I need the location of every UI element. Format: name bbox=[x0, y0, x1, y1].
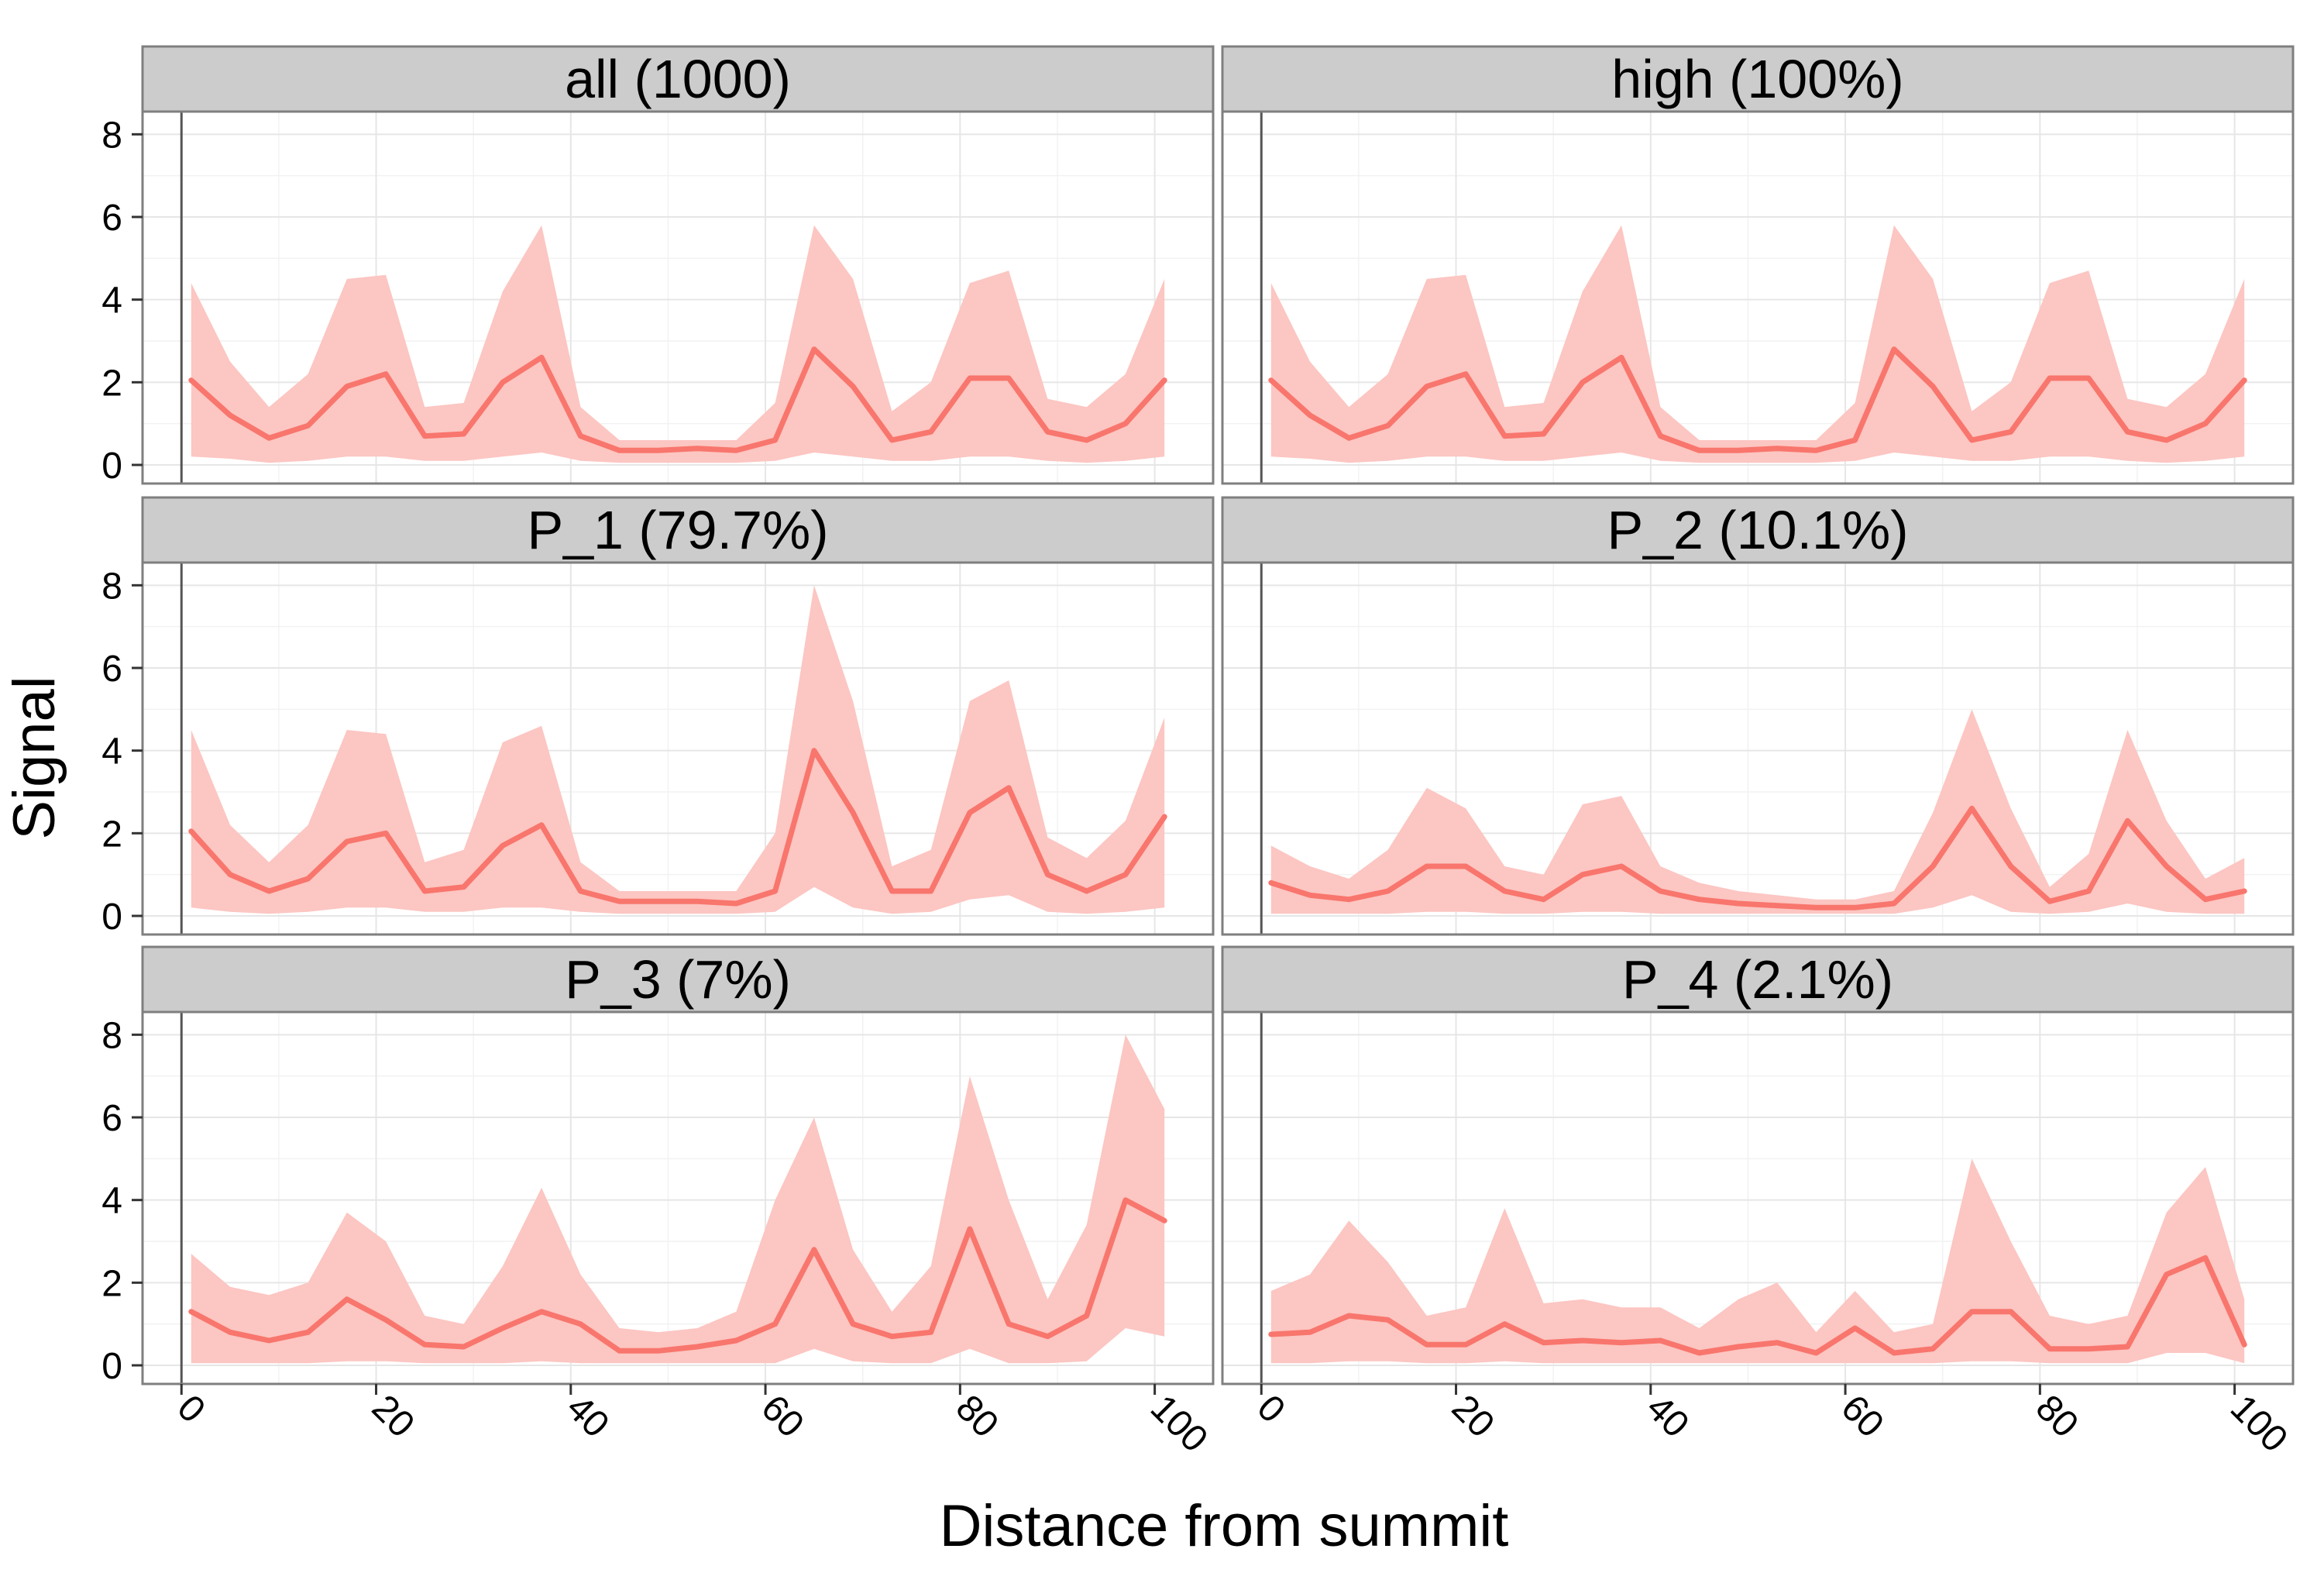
facet-title: P_4 (2.1%) bbox=[1622, 949, 1893, 1010]
x-tick-label: 0 bbox=[169, 1387, 212, 1430]
facet-strip bbox=[1221, 945, 2295, 1014]
y-tick-label: 0 bbox=[101, 1346, 122, 1387]
y-tick-label: 6 bbox=[101, 649, 122, 690]
y-tick-label: 2 bbox=[101, 1263, 122, 1304]
x-tick-label: 0 bbox=[1249, 1387, 1292, 1430]
panel-border bbox=[141, 1010, 1215, 1385]
facet-title: all (1000) bbox=[565, 49, 791, 109]
panel-border bbox=[141, 561, 1215, 936]
y-tick-label: 6 bbox=[101, 198, 122, 239]
y-tick-label: 4 bbox=[101, 731, 122, 773]
facet-panel: P_4 (2.1%) bbox=[1221, 945, 2295, 1385]
y-axis-title: Signal bbox=[2, 676, 67, 839]
panel-border bbox=[1221, 1010, 2295, 1385]
y-tick-label: 8 bbox=[101, 566, 122, 607]
signal-mean-line bbox=[188, 346, 1167, 453]
x-tick-label: 20 bbox=[1444, 1387, 1502, 1445]
y-tick-label: 0 bbox=[101, 446, 122, 487]
facet-panel: P_2 (10.1%) bbox=[1221, 496, 2295, 936]
facet-strip bbox=[141, 45, 1215, 113]
panels-layer: all (1000) high (100%) P_1 (79.7%) P_2 (10.… bbox=[141, 45, 2295, 1385]
x-tick-label: 40 bbox=[1638, 1387, 1697, 1445]
signal-band bbox=[1270, 225, 2245, 463]
x-tick-label: 60 bbox=[1833, 1387, 1891, 1445]
x-tick-label: 40 bbox=[559, 1387, 617, 1445]
y-tick-label: 8 bbox=[101, 115, 122, 156]
panel-border bbox=[1221, 561, 2295, 936]
signal-band bbox=[1270, 709, 2245, 914]
signal-band bbox=[191, 225, 1165, 463]
facet-strip bbox=[1221, 496, 2295, 564]
signal-mean-line bbox=[188, 1197, 1167, 1354]
facet-title: P_1 (79.7%) bbox=[527, 500, 828, 560]
facet-panel: P_3 (7%) bbox=[141, 945, 1215, 1385]
x-tick-label: 100 bbox=[1143, 1387, 1215, 1460]
panel-border bbox=[1221, 110, 2295, 485]
signal-mean-line bbox=[1268, 805, 2247, 910]
facet-strip bbox=[1221, 45, 2295, 113]
y-tick-label: 8 bbox=[101, 1015, 122, 1056]
x-tick-label: 80 bbox=[948, 1387, 1006, 1445]
signal-mean-line bbox=[1268, 346, 2247, 453]
x-tick-label: 100 bbox=[2223, 1387, 2295, 1460]
facet-panel: all (1000) bbox=[141, 45, 1215, 485]
signal-mean-line bbox=[188, 748, 1167, 907]
panel-border bbox=[141, 110, 1215, 485]
facet-title: high (100%) bbox=[1611, 49, 1903, 109]
facet-panel: P_1 (79.7%) bbox=[141, 496, 1215, 936]
y-tick-label: 6 bbox=[101, 1098, 122, 1139]
y-tick-label: 4 bbox=[101, 1181, 122, 1222]
facet-title: P_2 (10.1%) bbox=[1607, 500, 1908, 560]
y-tick-label: 0 bbox=[101, 897, 122, 938]
x-axis-title: Distance from summit bbox=[940, 1493, 1509, 1559]
facet-panel: high (100%) bbox=[1221, 45, 2295, 485]
x-tick-label: 60 bbox=[753, 1387, 811, 1445]
y-tick-label: 2 bbox=[101, 363, 122, 404]
signal-band bbox=[191, 1034, 1165, 1364]
facet-title: P_3 (7%) bbox=[565, 949, 791, 1010]
x-tick-label: 20 bbox=[364, 1387, 422, 1445]
y-tick-label: 4 bbox=[101, 281, 122, 322]
y-tick-label: 2 bbox=[101, 814, 122, 855]
signal-mean-line bbox=[1268, 1255, 2247, 1356]
facet-strip bbox=[141, 496, 1215, 564]
x-tick-label: 80 bbox=[2028, 1387, 2086, 1445]
